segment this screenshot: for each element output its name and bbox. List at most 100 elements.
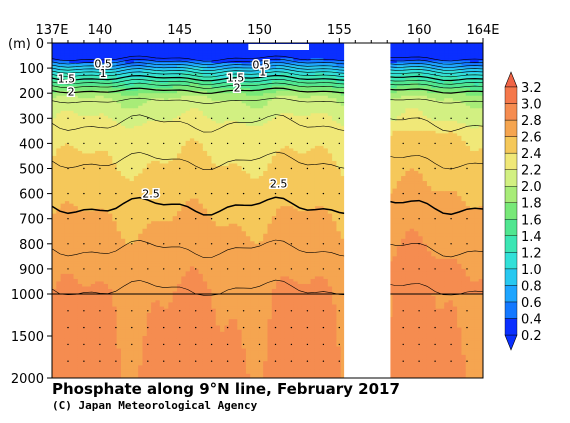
field-cell <box>69 296 75 299</box>
field-cell <box>103 256 109 260</box>
field-cell <box>77 359 83 362</box>
field-cell <box>103 118 109 122</box>
field-cell <box>116 181 122 185</box>
field-cell <box>69 155 75 160</box>
field-cell <box>133 145 139 150</box>
field-cell <box>103 55 109 59</box>
field-cell <box>56 283 62 288</box>
field-cell <box>82 113 88 117</box>
field-cell <box>56 181 62 185</box>
field-cell <box>108 221 113 225</box>
field-cell <box>125 344 131 348</box>
field-cell <box>77 223 83 227</box>
field-cell <box>86 201 92 205</box>
field-cell <box>73 325 79 329</box>
field-cell <box>103 243 109 247</box>
field-cell <box>125 354 131 358</box>
field-cell <box>82 80 88 84</box>
field-cell <box>90 365 96 369</box>
field-cell <box>133 83 139 87</box>
field-cell <box>56 336 62 339</box>
field-cell <box>138 138 144 142</box>
field-cell <box>52 231 57 235</box>
field-cell <box>103 359 109 362</box>
field-cell <box>77 331 83 335</box>
field-cell <box>133 317 139 320</box>
field-cell <box>56 110 62 114</box>
field-cell <box>120 340 126 343</box>
field-cell <box>73 361 79 364</box>
field-cell <box>129 173 135 177</box>
field-cell <box>52 256 57 260</box>
field-cell <box>116 348 122 352</box>
field-cell <box>138 228 144 232</box>
field-cell <box>90 93 96 97</box>
field-cell <box>73 155 79 160</box>
field-cell <box>69 145 75 150</box>
field-cell <box>99 263 105 267</box>
field-cell <box>103 45 109 49</box>
field-cell <box>108 48 113 52</box>
field-cell <box>99 266 105 270</box>
field-cell <box>86 308 92 312</box>
field-cell <box>103 113 109 117</box>
field-cell <box>116 369 122 373</box>
field-cell <box>108 296 113 299</box>
field-cell <box>112 298 118 301</box>
field-cell <box>60 158 66 162</box>
field-cell <box>112 251 118 255</box>
field-cell <box>56 333 62 337</box>
field-cell <box>129 271 135 275</box>
field-cell <box>60 123 66 127</box>
field-cell <box>60 135 66 139</box>
field-cell <box>60 294 66 297</box>
field-cell <box>95 165 101 170</box>
field-cell <box>99 286 105 290</box>
field-cell <box>86 354 92 358</box>
field-cell <box>77 155 83 160</box>
field-cell <box>73 281 79 285</box>
field-cell <box>69 248 75 252</box>
field-cell <box>116 294 122 297</box>
field-cell <box>133 338 139 341</box>
field-cell <box>138 369 144 373</box>
field-cell <box>56 281 62 285</box>
field-cell <box>73 203 79 207</box>
field-cell <box>108 304 113 308</box>
field-cell <box>138 115 144 119</box>
field-cell <box>69 241 75 245</box>
field-cell <box>99 183 105 187</box>
field-cell <box>60 233 66 237</box>
field-cell <box>86 273 92 278</box>
field-cell <box>133 348 139 352</box>
field-cell <box>112 55 118 59</box>
field-cell <box>116 130 122 134</box>
field-cell <box>82 123 88 127</box>
field-cell <box>90 60 96 64</box>
field-cell <box>60 371 66 375</box>
field-cell <box>90 95 96 99</box>
field-cell <box>90 268 96 273</box>
field-cell <box>86 45 92 49</box>
field-cell <box>133 211 139 215</box>
field-cell <box>69 181 75 185</box>
field-cell <box>95 93 101 97</box>
field-cell <box>82 340 88 343</box>
field-cell <box>99 238 105 242</box>
field-cell <box>125 308 131 312</box>
field-cell <box>82 218 88 222</box>
field-cell <box>64 100 70 104</box>
field-cell <box>99 115 105 119</box>
field-cell <box>125 241 131 245</box>
field-cell <box>73 271 79 275</box>
field-cell <box>112 120 118 124</box>
field-cell <box>103 241 109 245</box>
field-cell <box>52 261 57 265</box>
field-cell <box>108 155 113 160</box>
field-cell <box>95 80 101 84</box>
field-cell <box>56 238 62 242</box>
field-cell <box>112 300 118 303</box>
field-cell <box>56 95 62 99</box>
field-cell <box>103 133 109 137</box>
field-cell <box>99 361 105 364</box>
